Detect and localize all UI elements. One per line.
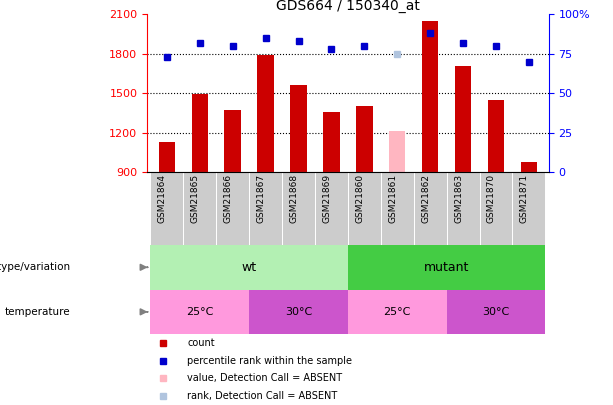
Title: GDS664 / 150340_at: GDS664 / 150340_at — [276, 0, 420, 13]
Text: genotype/variation: genotype/variation — [0, 262, 70, 272]
Bar — [315, 172, 348, 245]
Bar — [323, 111, 340, 172]
Bar — [291, 85, 306, 172]
Text: GSM21864: GSM21864 — [158, 174, 167, 223]
Bar — [348, 290, 447, 334]
Bar — [381, 172, 414, 245]
Bar — [183, 172, 216, 245]
Bar — [159, 142, 175, 172]
Text: value, Detection Call = ABSENT: value, Detection Call = ABSENT — [188, 373, 343, 384]
Bar — [191, 94, 208, 172]
Text: GSM21860: GSM21860 — [356, 174, 364, 224]
Bar — [414, 172, 447, 245]
Text: count: count — [188, 338, 215, 348]
Bar — [150, 172, 183, 245]
Text: 25°C: 25°C — [384, 307, 411, 317]
Text: GSM21861: GSM21861 — [388, 174, 397, 224]
Bar — [150, 290, 249, 334]
Bar — [348, 245, 546, 290]
Bar — [389, 131, 405, 172]
Text: GSM21868: GSM21868 — [289, 174, 299, 224]
Text: mutant: mutant — [424, 261, 470, 274]
Text: 30°C: 30°C — [482, 307, 509, 317]
Bar — [512, 172, 546, 245]
Bar — [422, 21, 438, 172]
Bar — [447, 172, 479, 245]
Bar — [257, 55, 274, 172]
Text: GSM21870: GSM21870 — [487, 174, 496, 224]
Bar — [356, 107, 373, 172]
Bar — [520, 162, 537, 172]
Text: temperature: temperature — [5, 307, 70, 317]
Text: wt: wt — [242, 261, 257, 274]
Text: GSM21869: GSM21869 — [322, 174, 332, 224]
Text: GSM21871: GSM21871 — [520, 174, 529, 224]
Text: GSM21867: GSM21867 — [257, 174, 265, 224]
Text: GSM21866: GSM21866 — [224, 174, 233, 224]
Bar — [249, 172, 282, 245]
Bar — [224, 110, 241, 172]
Bar — [282, 172, 315, 245]
Text: GSM21865: GSM21865 — [191, 174, 200, 224]
Bar — [249, 290, 348, 334]
Bar — [488, 100, 504, 172]
Bar — [348, 172, 381, 245]
Text: rank, Detection Call = ABSENT: rank, Detection Call = ABSENT — [188, 391, 338, 401]
Text: percentile rank within the sample: percentile rank within the sample — [188, 356, 352, 366]
Bar — [447, 290, 546, 334]
Text: GSM21863: GSM21863 — [454, 174, 463, 224]
Text: 30°C: 30°C — [285, 307, 312, 317]
Text: GSM21862: GSM21862 — [421, 174, 430, 223]
Bar — [216, 172, 249, 245]
Bar — [455, 66, 471, 172]
Text: 25°C: 25°C — [186, 307, 213, 317]
Bar — [479, 172, 512, 245]
Bar — [150, 245, 348, 290]
